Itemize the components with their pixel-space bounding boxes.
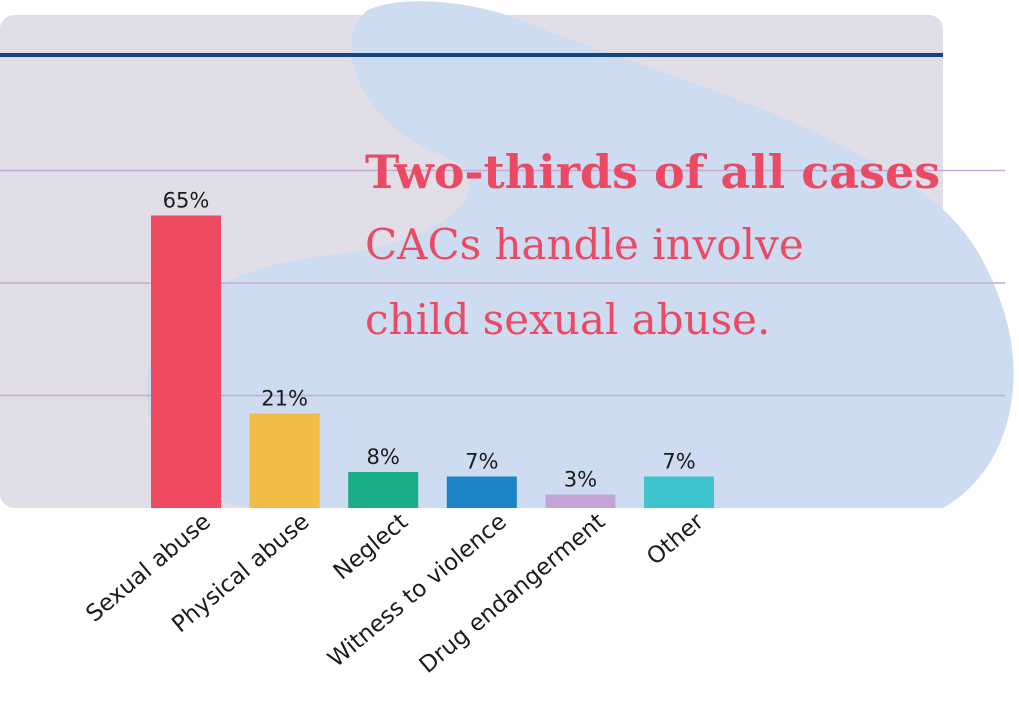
- bar: [545, 494, 616, 508]
- background-blob: [146, 1, 1014, 509]
- bar: [348, 472, 419, 508]
- headline-line-2: CACs handle involve: [365, 220, 804, 269]
- bar: [644, 476, 714, 508]
- category-label: Witness to violence: [323, 509, 511, 673]
- bars-group: [151, 215, 714, 508]
- bar: [446, 476, 517, 508]
- category-label: Other: [642, 508, 709, 570]
- value-labels-group: 65% 21% 8% 7% 3% 7%: [163, 189, 696, 492]
- category-label: Neglect: [329, 509, 413, 586]
- data-label: 3%: [564, 468, 597, 492]
- data-label: 7%: [465, 450, 498, 474]
- headline-line-3: child sexual abuse.: [365, 295, 770, 344]
- data-label: 7%: [662, 450, 695, 474]
- category-label: Drug endangerment: [415, 509, 611, 679]
- bar: [151, 215, 221, 508]
- data-label: 65%: [163, 189, 210, 213]
- headline-bold: Two-thirds of all cases: [365, 145, 940, 199]
- data-label: 21%: [261, 387, 308, 411]
- data-label: 8%: [367, 445, 400, 469]
- bar: [249, 413, 320, 508]
